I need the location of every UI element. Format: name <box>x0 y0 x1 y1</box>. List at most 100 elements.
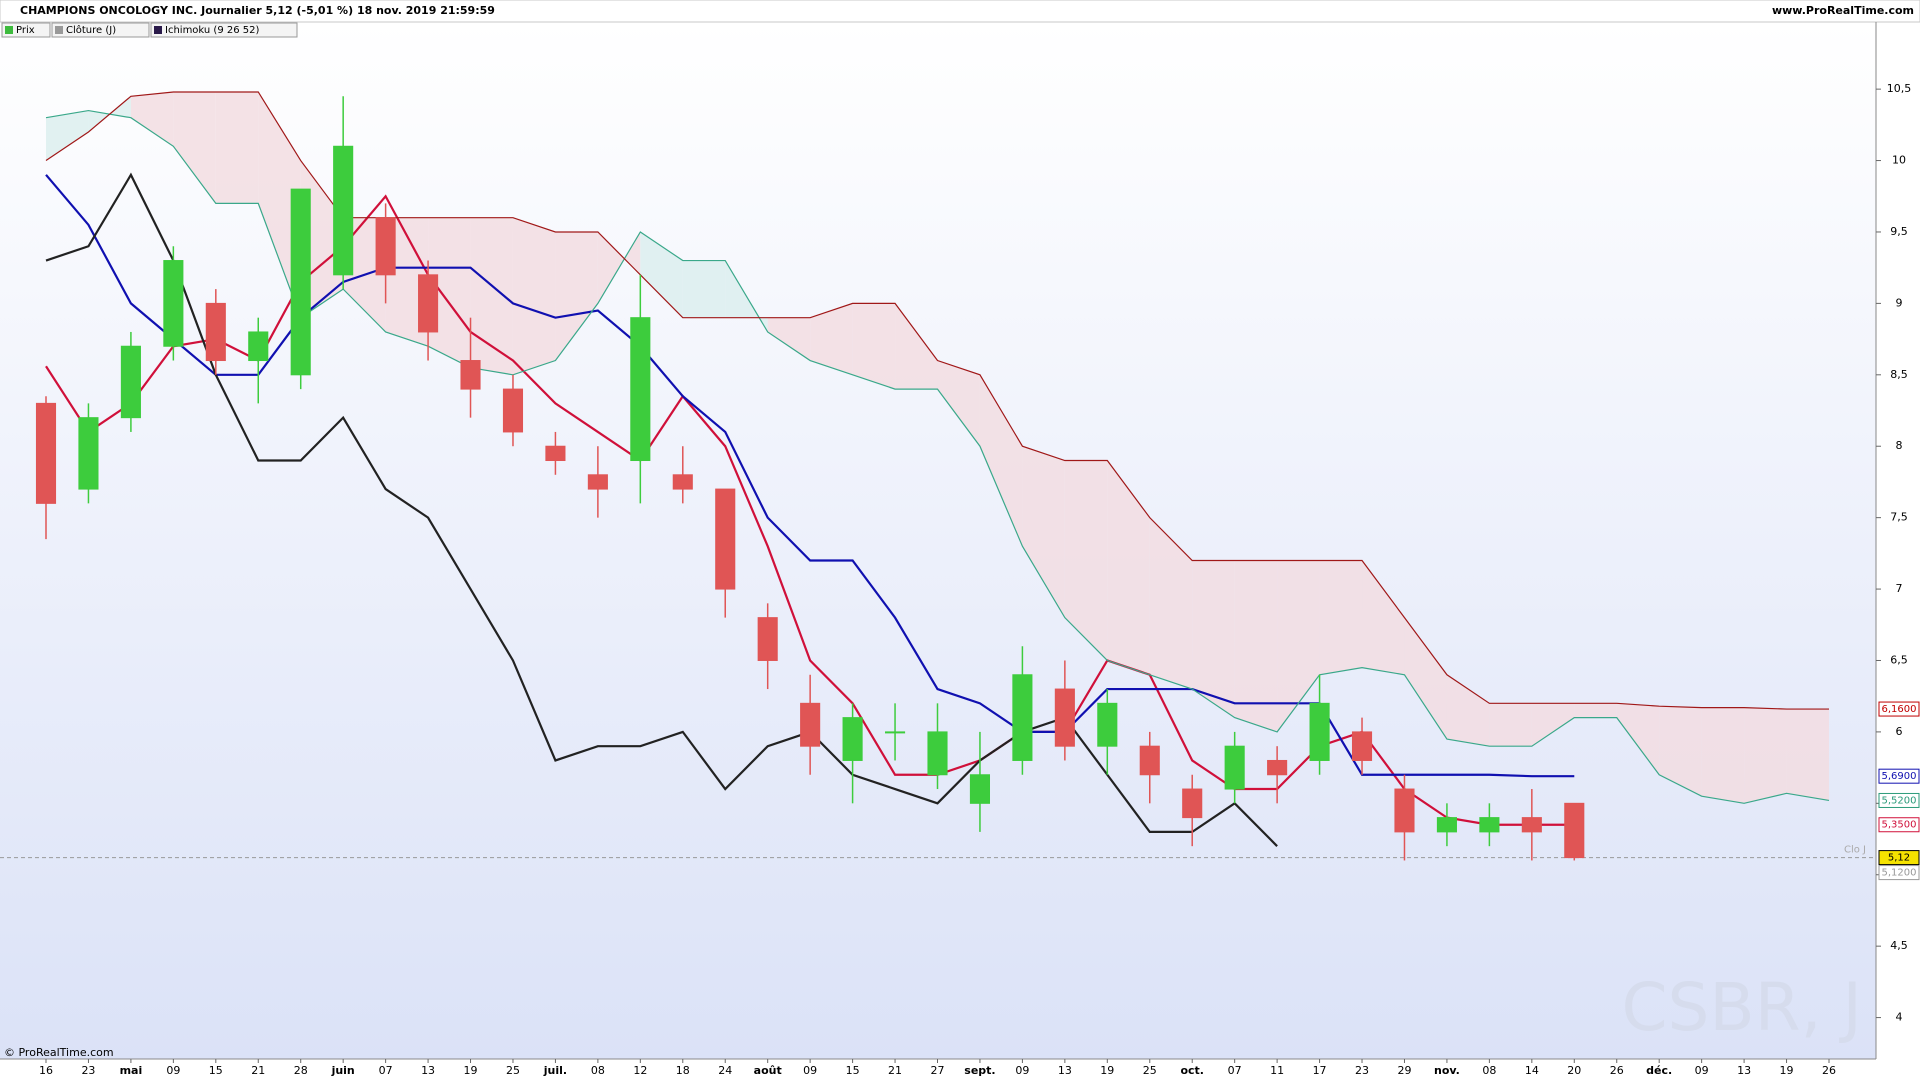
candle-body <box>1521 817 1542 833</box>
x-tick-label: 19 <box>1100 1064 1114 1077</box>
y-tick-label: 7,5 <box>1890 511 1908 524</box>
copyright: © ProRealTime.com <box>4 1046 114 1059</box>
close-line-label: Clo J <box>1844 845 1866 856</box>
cloud <box>597 231 641 304</box>
cloud <box>512 217 556 375</box>
candle-body <box>1224 745 1245 790</box>
x-tick-label: 08 <box>1482 1064 1496 1077</box>
x-tick-label: 07 <box>379 1064 393 1077</box>
x-tick-label: 09 <box>166 1064 180 1077</box>
cloud <box>173 91 216 204</box>
candle-body <box>630 317 651 462</box>
legend-swatch <box>5 26 13 34</box>
x-tick-label: 21 <box>888 1064 902 1077</box>
x-tick-label: 26 <box>1822 1064 1836 1077</box>
candle-body <box>1436 817 1457 833</box>
x-tick-label: 16 <box>39 1064 53 1077</box>
legend-swatch <box>55 26 63 34</box>
candle-body <box>545 445 566 462</box>
legend-box <box>51 22 150 38</box>
cloud <box>1489 703 1532 747</box>
cloud <box>300 160 344 318</box>
x-tick-label: oct. <box>1180 1064 1204 1077</box>
x-tick-label: 18 <box>676 1064 690 1077</box>
value-label-box <box>1878 701 1920 717</box>
x-tick-label: 09 <box>1695 1064 1709 1077</box>
value-label-box <box>1878 817 1920 833</box>
cloud <box>258 91 301 318</box>
watermark: CSBR, J <box>1621 969 1862 1046</box>
cloud <box>1701 707 1745 804</box>
y-tick-label: 9,5 <box>1890 225 1908 238</box>
x-tick-label: 28 <box>294 1064 308 1077</box>
x-tick-label: 13 <box>1737 1064 1751 1077</box>
value-label-box <box>1878 768 1920 784</box>
legend-swatch <box>154 26 162 34</box>
candle-body <box>460 360 481 390</box>
y-tick-label: 4 <box>1896 1011 1903 1024</box>
cloud <box>1107 460 1150 675</box>
y-tick-label: 10,5 <box>1887 82 1912 95</box>
value-label-box <box>1878 865 1920 881</box>
value-label: 5,3500 <box>1882 820 1917 831</box>
cloud <box>1149 517 1193 690</box>
x-tick-label: 11 <box>1270 1064 1284 1077</box>
candle-body <box>1182 788 1203 819</box>
x-tick-label: 20 <box>1567 1064 1581 1077</box>
cloud <box>810 303 853 375</box>
legend-box <box>1 22 51 38</box>
y-tick-label: 8 <box>1896 439 1903 452</box>
cloud <box>1234 560 1278 732</box>
cloud <box>1616 703 1660 775</box>
x-tick-label: 24 <box>718 1064 732 1077</box>
x-tick-label: 25 <box>506 1064 520 1077</box>
value-label-box <box>1878 792 1920 808</box>
candle-body <box>333 145 354 276</box>
cloud <box>1192 560 1235 718</box>
x-tick-label: 12 <box>633 1064 647 1077</box>
cloud <box>470 217 513 375</box>
cloud <box>852 303 896 390</box>
value-label-box <box>1878 850 1920 866</box>
cloud <box>1404 617 1447 740</box>
x-tick-label: 29 <box>1397 1064 1411 1077</box>
cloud <box>1446 674 1490 747</box>
cloud <box>215 91 259 204</box>
x-tick-label: 15 <box>209 1064 223 1077</box>
x-tick-label: 08 <box>591 1064 605 1077</box>
x-tick-label: sept. <box>964 1064 995 1077</box>
candle-body <box>78 417 99 490</box>
cloud <box>1659 706 1702 797</box>
x-tick-label: 26 <box>1610 1064 1624 1077</box>
candle-body <box>1139 745 1160 776</box>
legend-label: Clôture (J) <box>66 24 116 36</box>
candle-body <box>884 731 906 734</box>
y-tick-label: 4,5 <box>1890 939 1908 952</box>
value-label: 5,5200 <box>1882 795 1917 806</box>
candle-body <box>757 617 778 661</box>
cloud <box>979 374 1023 547</box>
header-bar <box>0 0 1920 23</box>
x-tick-label: juil. <box>543 1064 567 1077</box>
candle-body <box>1267 759 1288 776</box>
value-label: 6,1600 <box>1882 704 1917 715</box>
x-tick-label: 09 <box>803 1064 817 1077</box>
y-tick-label: 6,5 <box>1890 653 1908 666</box>
x-tick-label: mai <box>120 1064 143 1077</box>
site: www.ProRealTime.com <box>1772 4 1914 17</box>
x-tick-label: 13 <box>1058 1064 1072 1077</box>
cloud <box>555 231 598 361</box>
cloud <box>1786 709 1829 801</box>
candle-body <box>1097 702 1118 747</box>
y-tick-label: 9 <box>1896 296 1903 309</box>
x-tick-label: juin <box>331 1064 355 1077</box>
cloud <box>767 317 811 361</box>
x-tick-label: 23 <box>1355 1064 1369 1077</box>
chart-title: CHAMPIONS ONCOLOGY INC. Journalier 5,12 … <box>20 4 495 17</box>
legend-box <box>150 22 298 38</box>
candle-body <box>1479 817 1500 833</box>
cloud <box>1744 707 1787 804</box>
y-tick-label: 7 <box>1896 582 1903 595</box>
value-label: 5,12 <box>1888 853 1910 864</box>
